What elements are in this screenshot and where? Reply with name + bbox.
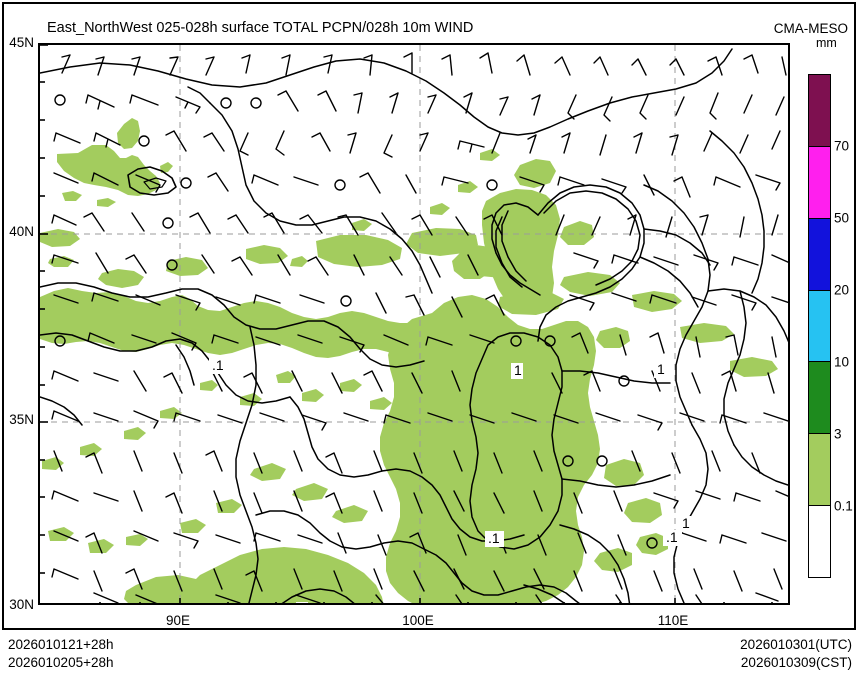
x-tick-label-90e: 90E	[165, 613, 191, 628]
y-tick-label-45n: 45N	[9, 35, 34, 50]
colorbar-band-5	[809, 434, 830, 507]
colorbar-unit-label: mm	[816, 36, 837, 50]
model-label: CMA-MESO	[773, 21, 848, 36]
colorbar-tick-70: 70	[834, 138, 850, 154]
colorbar-band-0	[809, 75, 830, 147]
contour-label-1: .1	[488, 530, 500, 546]
map-boundaries	[40, 48, 788, 603]
footer-init-utc: 2026010121+28h	[8, 637, 114, 652]
contour-label-bg	[663, 530, 682, 546]
map-gridlines	[40, 45, 788, 603]
contour-label-7: 1	[299, 601, 307, 605]
y-tick-label-30n: 30N	[9, 597, 34, 612]
colorbar-tick-50: 50	[834, 210, 850, 226]
colorbar-tick-0.1: 0.1	[834, 498, 853, 514]
contour-label-bg	[296, 602, 308, 603]
colorbar-tick-3: 3	[834, 426, 842, 442]
contour-label-bg	[679, 516, 691, 532]
map-canvas: .1.1.111111	[40, 45, 788, 605]
contour-label-3: 1	[514, 362, 522, 378]
y-tick-label-40n: 40N	[9, 224, 34, 239]
colorbar-band-4	[809, 362, 830, 435]
contour-label-bg	[209, 358, 228, 374]
colorbar[interactable]	[808, 74, 831, 578]
contour-label-group: .1.1.111111	[209, 357, 691, 605]
colorbar-band-6	[809, 506, 830, 578]
contour-label-4: 1	[657, 361, 665, 377]
footer-left: 2026010121+28h 2026010205+28h	[8, 636, 114, 672]
footer-valid-utc: 2026010301(UTC)	[740, 637, 852, 652]
contour-label-bg	[654, 362, 666, 378]
footer-valid-cst: 2026010309(CST)	[740, 655, 852, 670]
contour-label-5: 1	[682, 515, 690, 531]
chart-title: East_NorthWest 025-028h surface TOTAL PC…	[47, 20, 474, 36]
colorbar-tick-20: 20	[834, 282, 850, 298]
contour-label-bg	[240, 604, 252, 605]
footer-init-cst: 2026010205+28h	[8, 655, 114, 670]
colorbar-band-2	[809, 218, 830, 291]
y-tick-label-35n: 35N	[9, 412, 34, 427]
contour-label-2: .1	[666, 529, 678, 545]
x-tick-label-110e: 110E	[657, 613, 689, 628]
contour-label-bg	[485, 531, 504, 547]
map-plot-area[interactable]: .1.1.111111	[38, 43, 790, 605]
x-tick-label-100e: 100E	[402, 613, 434, 628]
footer-right: 2026010301(UTC) 2026010309(CST)	[740, 636, 852, 672]
contour-label-bg	[511, 363, 523, 379]
colorbar-band-3	[809, 290, 830, 363]
contour-label-0: .1	[212, 357, 224, 373]
contour-label-6: 1	[243, 603, 251, 605]
figure-border	[2, 2, 856, 630]
colorbar-tick-10: 10	[834, 354, 850, 370]
colorbar-band-1	[809, 146, 830, 219]
wind-barbs	[51, 52, 788, 603]
